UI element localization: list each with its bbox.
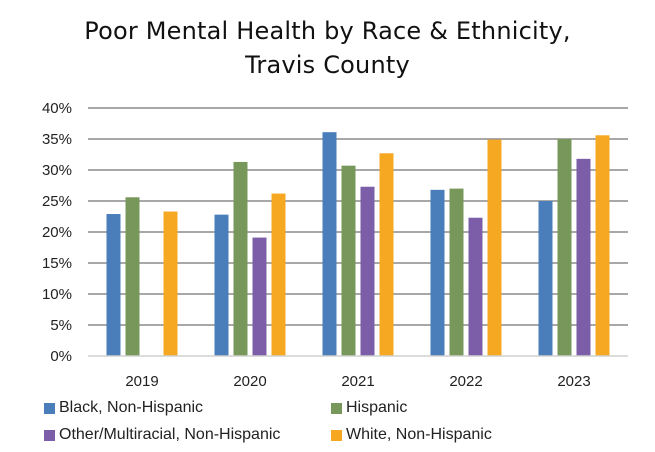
bar: [538, 201, 553, 356]
chart-title-line-2: Travis County: [245, 51, 410, 79]
x-tick-label: 2020: [233, 373, 266, 390]
bar: [252, 237, 267, 356]
bar: [125, 197, 140, 356]
bar: [163, 211, 178, 356]
bar: [271, 193, 286, 356]
bar: [595, 135, 610, 356]
chart-title: Poor Mental Health by Race & Ethnicity, …: [0, 14, 655, 82]
bars: [106, 132, 610, 356]
y-axis-ticks: 0% 5% 10% 15% 20% 25% 30% 35% 40%: [42, 100, 72, 365]
bar: [214, 214, 229, 356]
legend-item-other: Other/Multiracial, Non-Hispanic: [44, 426, 280, 444]
x-tick-label: 2022: [449, 373, 482, 390]
y-tick-label: 15%: [42, 255, 72, 272]
bar: [430, 189, 445, 356]
legend-swatch-hispanic: [331, 402, 342, 414]
y-tick-label: 20%: [42, 224, 72, 241]
y-tick-label: 35%: [42, 131, 72, 148]
bar: [360, 186, 375, 356]
gridlines: [88, 107, 628, 326]
bar: [487, 139, 502, 356]
bar: [468, 217, 483, 356]
legend-swatch-other: [44, 429, 55, 441]
legend-label-other: Other/Multiracial, Non-Hispanic: [59, 426, 281, 443]
bar: [379, 153, 394, 356]
chart-title-line-1: Poor Mental Health by Race & Ethnicity,: [84, 17, 571, 45]
legend-label-white: White, Non-Hispanic: [346, 426, 492, 443]
x-axis-ticks: 2019 2020 2021 2022 2023: [125, 373, 590, 390]
legend-swatch-white: [331, 429, 342, 441]
legend-label-black: Black, Non-Hispanic: [59, 399, 204, 416]
legend-swatch-black: [44, 402, 55, 414]
y-tick-label: 5%: [50, 317, 72, 334]
bar: [341, 165, 356, 356]
legend-item-black: Black, Non-Hispanic: [44, 399, 203, 417]
bar: [106, 214, 121, 356]
bar: [576, 158, 591, 356]
y-tick-label: 25%: [42, 193, 72, 210]
x-tick-label: 2019: [125, 373, 158, 390]
x-tick-label: 2021: [341, 373, 374, 390]
legend-item-white: White, Non-Hispanic: [331, 426, 492, 444]
x-tick-label: 2023: [557, 373, 590, 390]
bar: [233, 161, 248, 356]
y-tick-label: 0%: [50, 348, 72, 365]
legend-item-hispanic: Hispanic: [331, 399, 407, 417]
bar: [449, 188, 464, 356]
bar: [322, 132, 337, 356]
y-tick-label: 10%: [42, 286, 72, 303]
bar: [557, 139, 572, 356]
y-tick-label: 40%: [42, 100, 72, 117]
y-tick-label: 30%: [42, 162, 72, 179]
legend-label-hispanic: Hispanic: [346, 399, 408, 416]
